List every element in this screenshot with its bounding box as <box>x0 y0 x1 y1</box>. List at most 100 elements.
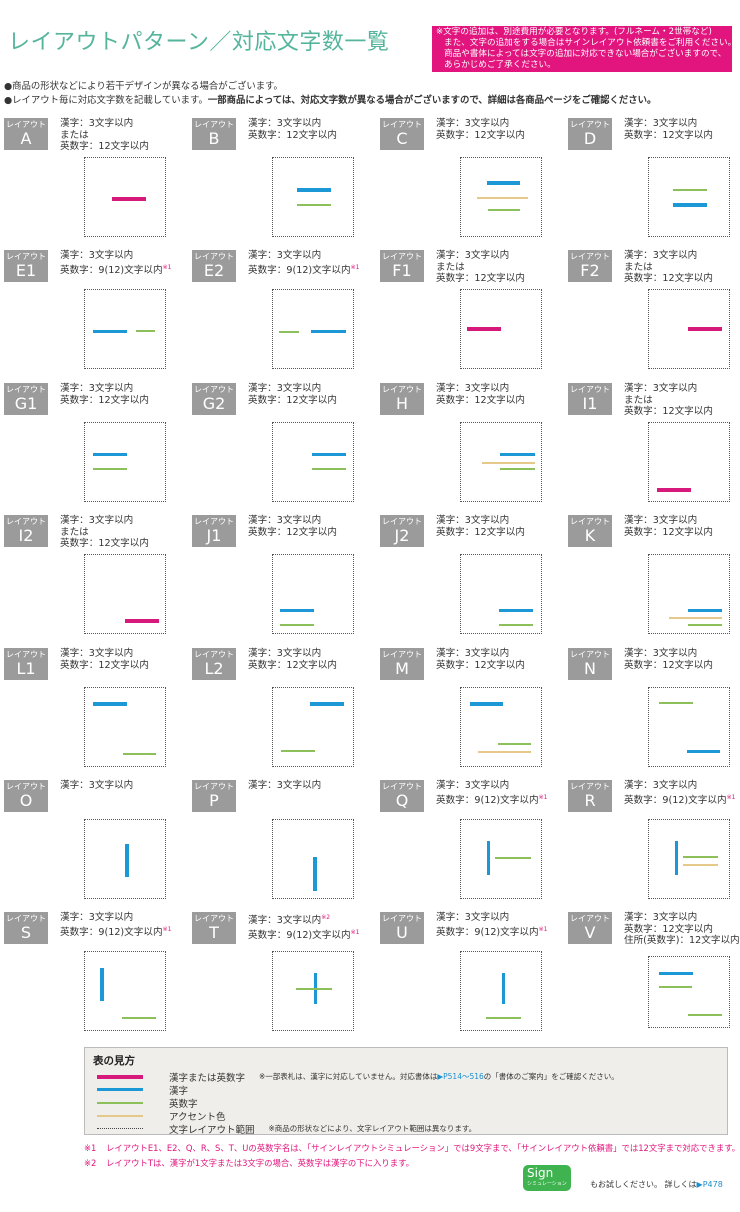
footnote-ref: ※1 <box>538 793 548 801</box>
layout-prefix: レイアウト <box>570 914 610 923</box>
char-limits: 漢字：3文字以内 または 英数字：12文字以内 <box>60 118 149 153</box>
char-limit-text: 英数字：9(12)文字以内 <box>624 794 727 806</box>
layout-range-box <box>272 157 354 237</box>
char-limit-text: 英数字：9(12)文字以内 <box>248 264 351 276</box>
notice-line: ※文字の追加は、別途費用が必要となります。(フルネーム・2世帯など) <box>436 27 712 37</box>
legend-note-text: ※商品の形状などにより、文字レイアウト範囲は異なります。 <box>268 1124 477 1133</box>
layout-prefix: レイアウト <box>382 252 422 261</box>
char-limit-line: 漢字：3文字以内 <box>436 912 547 924</box>
layout-range-box <box>84 819 166 899</box>
layout-label: レイアウト N <box>568 648 612 680</box>
char-limit-line: 英数字：12文字以内 <box>60 395 149 407</box>
layout-prefix: レイアウト <box>194 650 234 659</box>
legend-label: 漢字または英数字 <box>169 1072 246 1084</box>
char-limit-line: 漢字：3文字以内 <box>436 383 525 395</box>
char-limit-text: 漢字：3文字以内 <box>60 515 134 526</box>
char-limit-text: 漢字：3文字以内 <box>436 648 510 659</box>
layout-e2: レイアウト E2 漢字：3文字以内 英数字：9(12)文字以内※1 <box>192 250 380 380</box>
layout-f2: レイアウト F2 漢字：3文字以内 または 英数字：12文字以内 <box>568 250 740 380</box>
page-link[interactable]: ▶P514～516 <box>437 1072 484 1081</box>
layout-id: B <box>208 129 220 148</box>
char-limit-line: 漢字：3文字以内 <box>436 250 525 262</box>
char-limit-line: 英数字：9(12)文字以内※1 <box>60 262 171 277</box>
char-limit-text: 英数字：12文字以内 <box>624 273 713 284</box>
accent-line <box>669 616 722 619</box>
layout-range-box <box>84 422 166 502</box>
char-limit-line: 英数字：12文字以内 <box>624 660 713 672</box>
layout-l2: レイアウト L2 漢字：3文字以内 英数字：12文字以内 <box>192 648 380 778</box>
layout-range-box <box>84 157 166 237</box>
char-limits: 漢字：3文字以内 または 英数字：12文字以内 <box>436 250 525 285</box>
footnote-ref: ※1 <box>162 925 172 933</box>
layout-prefix: レイアウト <box>194 517 234 526</box>
char-limit-line: 漢字：3文字以内 <box>624 780 735 792</box>
char-limit-line: 漢字：3文字以内 <box>60 912 171 924</box>
layout-label: レイアウト J2 <box>380 515 424 547</box>
char-limit-line: 漢字：3文字以内 <box>248 118 337 130</box>
layout-id: C <box>396 129 408 148</box>
layout-g2: レイアウト G2 漢字：3文字以内 英数字：12文字以内 <box>192 383 380 513</box>
footnote-ref: ※1 <box>162 263 172 271</box>
layout-prefix: レイアウト <box>382 914 422 923</box>
alnum-line <box>121 1016 157 1019</box>
char-limits: 漢字：3文字以内 英数字：12文字以内 <box>60 383 149 406</box>
char-limit-text: 英数字：12文字以内 <box>624 923 713 935</box>
layout-prefix: レイアウト <box>194 385 234 394</box>
char-limits: 漢字：3文字以内 英数字：12文字以内 <box>624 648 713 671</box>
layout-id: L2 <box>204 659 224 678</box>
char-limit-text: または <box>624 394 653 406</box>
alnum-line <box>296 987 333 990</box>
legend-note-text: の「書体のご案内」をご確認ください。 <box>483 1072 619 1081</box>
layout-label: レイアウト I2 <box>4 515 48 547</box>
char-limit-line: 英数字：12文字以内 <box>624 924 740 936</box>
alnum-line <box>658 702 693 705</box>
char-limit-text: 漢字：3文字以内 <box>248 915 322 927</box>
char-limit-text: 英数字：9(12)文字以内 <box>248 929 351 941</box>
char-limit-line: 漢字：3文字以内 <box>248 515 337 527</box>
layout-id: J1 <box>206 526 222 545</box>
kanji-line <box>673 203 707 207</box>
char-limit-text: 英数字：9(12)文字以内 <box>60 264 163 276</box>
kanji-line <box>297 188 331 192</box>
kanji-line <box>659 971 693 976</box>
layout-id: S <box>20 923 32 942</box>
layout-range-box <box>460 289 542 369</box>
alnum-line <box>499 623 533 626</box>
char-limit-line: 英数字：12文字以内 <box>624 406 713 418</box>
char-limit-text: 英数字：12文字以内 <box>436 526 525 538</box>
layout-j1: レイアウト J1 漢字：3文字以内 英数字：12文字以内 <box>192 515 380 645</box>
layout-label: レイアウト F2 <box>568 250 612 282</box>
footnote-mark: ※2 <box>84 1158 97 1168</box>
char-limit-text: 漢字：3文字以内 <box>436 515 510 526</box>
char-limits: 漢字：3文字以内 英数字：9(12)文字以内※1 <box>436 912 547 938</box>
layout-id: N <box>584 659 596 678</box>
layout-prefix: レイアウト <box>194 120 234 129</box>
char-limit-text: 漢字：3文字以内 <box>248 780 322 791</box>
layout-label: レイアウト C <box>380 118 424 150</box>
char-limit-line: 漢字：3文字以内 <box>248 780 321 792</box>
layout-range-box <box>648 956 730 1028</box>
layout-label: レイアウト G1 <box>4 383 48 415</box>
char-limit-text: 英数字：12文字以内 <box>248 394 337 406</box>
layout-e1: レイアウト E1 漢字：3文字以内 英数字：9(12)文字以内※1 <box>4 250 192 380</box>
page-link[interactable]: ▶P478 <box>696 1180 723 1189</box>
char-limit-line: 漢字：3文字以内 <box>436 515 525 527</box>
legend-swatch <box>97 1114 143 1117</box>
layout-id: M <box>395 659 409 678</box>
char-limit-line: 英数字：12文字以内 <box>436 527 525 539</box>
char-limit-line: 英数字：12文字以内 <box>60 660 149 672</box>
layout-prefix: レイアウト <box>6 385 46 394</box>
layout-prefix: レイアウト <box>194 252 234 261</box>
char-limit-line: 英数字：9(12)文字以内※1 <box>436 792 547 807</box>
char-limit-line: 英数字：9(12)文字以内※1 <box>624 792 735 807</box>
layout-id: U <box>396 923 408 942</box>
char-limit-text: 英数字：12文字以内 <box>436 659 525 671</box>
legend-item: 漢字 <box>93 1083 719 1097</box>
char-limit-line: 漢字：3文字以内 <box>436 648 525 660</box>
char-limit-line: 漢字：3文字以内 <box>248 648 337 660</box>
accent-line <box>477 197 529 199</box>
char-limit-text: 漢字：3文字以内 <box>624 118 698 129</box>
char-limit-text: 住所(英数字)：12文字以内 <box>624 935 740 946</box>
layout-range-box <box>648 554 730 634</box>
layout-range-box <box>84 554 166 634</box>
